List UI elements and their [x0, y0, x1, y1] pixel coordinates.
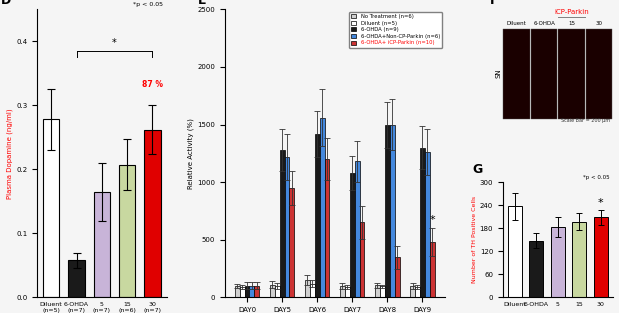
Bar — [340, 286, 345, 297]
Text: E: E — [198, 0, 207, 7]
Text: *p < 0.05: *p < 0.05 — [132, 2, 163, 7]
Bar — [290, 188, 295, 297]
Text: *: * — [112, 38, 117, 48]
Text: F: F — [490, 0, 498, 7]
Text: *: * — [598, 198, 604, 208]
Bar — [240, 287, 245, 297]
Y-axis label: Plasma Dopamine (ng/ml): Plasma Dopamine (ng/ml) — [7, 108, 14, 199]
Bar — [324, 159, 329, 297]
Bar — [305, 280, 310, 297]
Bar — [529, 240, 543, 297]
Bar — [508, 206, 522, 297]
Bar — [415, 287, 420, 297]
Text: 30: 30 — [595, 21, 602, 26]
Bar — [375, 285, 380, 297]
Bar — [503, 29, 530, 119]
Bar — [235, 286, 240, 297]
Bar — [93, 192, 110, 297]
Legend: No Treatment (n=6), Diluent (n=5), 6-OHDA (n=9), 6-OHDA+Non-CP-Parkin (n=6), 6-O: No Treatment (n=6), Diluent (n=5), 6-OHD… — [349, 12, 442, 48]
Bar — [380, 286, 385, 297]
Bar — [395, 257, 400, 297]
Bar — [360, 223, 365, 297]
Bar — [270, 285, 275, 297]
Text: 6-OHDA: 6-OHDA — [533, 21, 555, 26]
Text: *p < 0.05: *p < 0.05 — [583, 175, 610, 180]
Text: SN: SN — [495, 68, 501, 78]
Bar — [586, 29, 612, 119]
Bar — [144, 130, 161, 297]
Bar — [68, 260, 85, 297]
Text: Diluent: Diluent — [507, 21, 526, 26]
Bar — [558, 29, 585, 119]
Bar — [310, 284, 314, 297]
Bar — [531, 29, 557, 119]
Bar — [594, 218, 608, 297]
Text: 15: 15 — [568, 21, 575, 26]
Bar — [245, 286, 249, 297]
Bar — [280, 150, 285, 297]
Bar — [285, 157, 290, 297]
Text: *: * — [430, 215, 435, 225]
Bar — [410, 286, 415, 297]
Y-axis label: Relative Activity (%): Relative Activity (%) — [188, 118, 194, 189]
Bar — [551, 227, 565, 297]
Bar — [254, 286, 259, 297]
Bar — [43, 120, 59, 297]
Y-axis label: Number of TH Positive Cells: Number of TH Positive Cells — [472, 196, 477, 283]
Text: Scale Bar = 200 μm: Scale Bar = 200 μm — [561, 118, 610, 123]
Text: D: D — [1, 0, 11, 7]
Bar — [275, 286, 280, 297]
Text: iCP-Parkin: iCP-Parkin — [554, 9, 589, 15]
Bar — [319, 118, 324, 297]
Bar — [345, 287, 350, 297]
Bar — [420, 148, 425, 297]
Text: 87 %: 87 % — [142, 80, 163, 90]
Text: *p < 0.05: *p < 0.05 — [412, 18, 438, 23]
Bar — [119, 165, 136, 297]
Bar — [430, 242, 435, 297]
Bar — [385, 125, 390, 297]
Bar — [314, 134, 319, 297]
Bar — [249, 286, 254, 297]
Bar — [350, 173, 355, 297]
Bar — [390, 125, 395, 297]
Bar — [425, 152, 430, 297]
Bar — [355, 162, 360, 297]
Text: G: G — [472, 163, 482, 176]
Bar — [573, 222, 586, 297]
